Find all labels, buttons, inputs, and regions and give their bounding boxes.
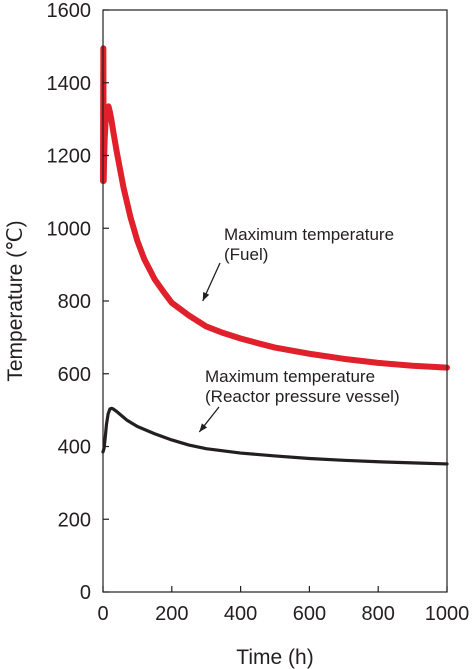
plot-frame (102, 9, 448, 593)
y-axis-title: Temperature (℃) (4, 220, 27, 381)
y-tick-label: 200 (58, 509, 91, 531)
x-tick-label: 200 (155, 603, 188, 625)
x-tick-label: 1000 (425, 603, 470, 625)
annotation-fuel-line2: (Fuel) (224, 245, 268, 264)
annotation-vessel-line2: (Reactor pressure vessel) (205, 387, 400, 406)
y-tick-label: 1400 (47, 73, 92, 95)
x-tick-label: 600 (293, 603, 326, 625)
annotation-arrow-head (202, 292, 210, 301)
y-tick-label: 1000 (47, 218, 92, 240)
y-tick-label: 1200 (47, 146, 92, 168)
x-axis: 0 200 400 600 800 1000 (97, 586, 469, 625)
y-axis: 0 200 400 600 800 1000 1200 1400 1600 (47, 0, 109, 604)
series-line-fuel (100, 45, 450, 371)
y-tick-label: 1600 (47, 0, 92, 22)
annotation-arrow-head (199, 423, 208, 432)
x-axis-title: Time (h) (236, 646, 313, 669)
annotation-fuel-line1: Maximum temperature (224, 225, 394, 244)
x-tick-label: 800 (362, 603, 395, 625)
series-line-reactor-vessel (101, 406, 449, 466)
x-tick-label: 0 (97, 603, 108, 625)
annotation-vessel: Maximum temperature (Reactor pressure ve… (205, 367, 400, 406)
annotation-vessel-line1: Maximum temperature (205, 367, 375, 386)
y-tick-label: 600 (58, 364, 91, 386)
line-series-group (100, 45, 450, 466)
x-tick-label: 400 (224, 603, 257, 625)
y-tick-label: 0 (80, 582, 91, 604)
y-tick-label: 800 (58, 291, 91, 313)
y-tick-label: 400 (58, 437, 91, 459)
annotation-fuel: Maximum temperature (Fuel) (224, 225, 394, 264)
